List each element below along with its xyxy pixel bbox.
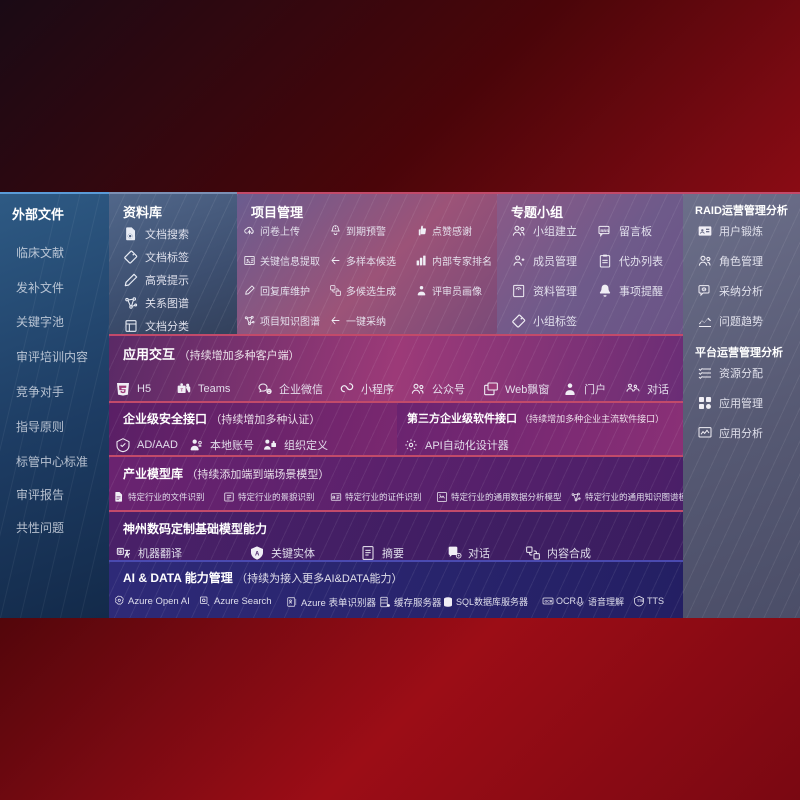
- svg-text:T: T: [180, 387, 183, 392]
- svg-text:QA: QA: [703, 288, 707, 291]
- svg-text:译: 译: [118, 548, 122, 554]
- svg-text:OCR: OCR: [545, 600, 553, 604]
- svg-text:TTS: TTS: [637, 599, 644, 603]
- svg-text:BBS: BBS: [600, 228, 609, 233]
- svg-text:A: A: [255, 551, 260, 557]
